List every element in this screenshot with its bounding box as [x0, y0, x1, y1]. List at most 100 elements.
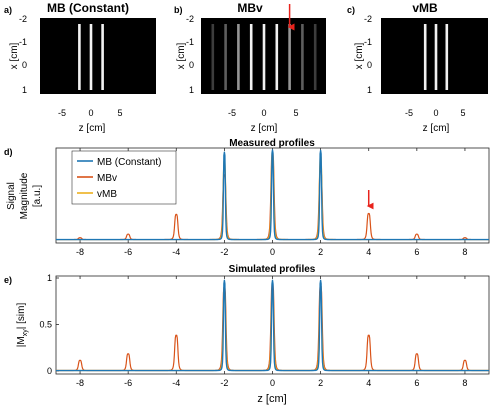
panel-label-c: c): [347, 5, 355, 15]
image-a-xtick-label: 5: [117, 108, 122, 118]
image-a-xtick-label: 0: [88, 108, 93, 118]
chart-d-series: [55, 149, 490, 241]
chart-e-ylabel-main: |M: [16, 336, 27, 347]
image-c-xlabel: z [cm]: [423, 123, 450, 134]
image-stripe: [78, 24, 81, 90]
image-c-ytick-label: 1: [367, 85, 372, 95]
image-c-xtick-label: 0: [433, 108, 438, 118]
chart-d-title: Measured profiles: [229, 138, 315, 149]
image-stripe: [288, 24, 291, 90]
image-b-xlabel: z [cm]: [251, 123, 278, 134]
legend-label-vmb: vMB: [97, 189, 117, 200]
image-a-ytick-label: -1: [19, 37, 27, 47]
xtick-label: -6: [124, 247, 132, 257]
image-stripe: [89, 24, 93, 90]
image-panel-a: a) MB (Constant) -2 -1 0 1 x [cm] -5 0 5…: [4, 1, 156, 134]
image-title-c: vMB: [412, 1, 438, 15]
image-c-ytick-label: -1: [364, 37, 372, 47]
image-b-xtick-label: -5: [228, 108, 236, 118]
image-a-xtick-label: -5: [58, 108, 66, 118]
xtick-label: -8: [76, 247, 84, 257]
image-stripe: [262, 24, 266, 90]
xtick-label: 4: [366, 378, 371, 388]
image-stripe: [224, 24, 227, 90]
image-stripe: [423, 24, 427, 90]
series-line-vmb: [55, 289, 490, 372]
xtick-label: 8: [462, 247, 467, 257]
image-c-ytick-label: -2: [364, 14, 372, 24]
image-a-ytick-label: 1: [22, 85, 27, 95]
ytick-label: 1: [47, 273, 52, 283]
image-c-stripes: [423, 24, 449, 90]
image-a-ylabel: x [cm]: [9, 42, 20, 69]
chart-d-ylabel-line2: Magnitude: [19, 172, 30, 219]
chart-e-title: Simulated profiles: [229, 264, 316, 275]
image-b-ytick-label: 1: [189, 85, 194, 95]
image-title-b: MBv: [237, 1, 263, 15]
image-panel-b: b) MBv -2 -1 0 1 x [cm] -5 0 5 z [cm]: [174, 1, 326, 134]
xtick-label: -8: [76, 378, 84, 388]
image-b-stripes: [211, 24, 317, 90]
panel-label-a: a): [4, 5, 12, 15]
image-a-background: [40, 18, 156, 94]
image-stripe: [445, 24, 449, 90]
image-stripe: [211, 24, 215, 90]
chart-measured: d) Measured profiles -8 -6 -4 -2 0 2 4 6 8 Signa…: [4, 138, 490, 257]
xtick-label: 0: [270, 247, 275, 257]
image-a-stripes: [78, 24, 104, 90]
xtick-label: -2: [220, 378, 228, 388]
image-a-ytick-label: 0: [22, 60, 27, 70]
image-c-ylabel: x [cm]: [354, 42, 365, 69]
chart-d-ylabel-line3: [a.u.]: [32, 185, 43, 207]
image-title-a: MB (Constant): [47, 1, 129, 15]
image-b-ylabel: x [cm]: [176, 42, 187, 69]
ytick-label: 0.5: [39, 320, 52, 330]
chart-e-ylabel: |Mxy| [sim]: [16, 303, 29, 348]
chart-e-xlabel: z [cm]: [257, 393, 286, 405]
xtick-label: 6: [414, 378, 419, 388]
xtick-label: -2: [220, 247, 228, 257]
image-b-ytick-label: -2: [186, 14, 194, 24]
image-panel-c: c) vMB -2 -1 0 1 x [cm] -5 0 5 z [cm]: [347, 1, 488, 134]
panel-label-e: e): [4, 275, 12, 285]
xtick-label: -4: [172, 378, 180, 388]
xtick-label: 2: [318, 247, 323, 257]
image-stripe: [249, 24, 253, 90]
chart-e-xticks: -8 -6 -4 -2 0 2 4 6 8: [76, 276, 467, 388]
chart-d-ylabel-line1: Signal: [6, 182, 17, 210]
xtick-label: 6: [414, 247, 419, 257]
image-a-xlabel: z [cm]: [79, 123, 106, 134]
chart-e-ylabel-subscript: xy: [22, 329, 29, 337]
image-b-xtick-label: 0: [261, 108, 266, 118]
xtick-label: -6: [124, 378, 132, 388]
chart-e-ylabel-suffix: | [sim]: [16, 303, 27, 330]
chart-e-series: [55, 279, 490, 372]
xtick-label: 2: [318, 378, 323, 388]
image-stripe: [313, 24, 317, 90]
image-stripe: [237, 24, 240, 90]
image-c-background: [381, 18, 488, 94]
series-line-mb-constant: [55, 149, 490, 241]
panel-label-b: b): [174, 5, 183, 15]
legend-label-mb-constant: MB (Constant): [97, 157, 161, 168]
xtick-label: 0: [270, 378, 275, 388]
chart-simulated: e) Simulated profiles 0 0.5 1 -8 -6 -4 -2 0 2 4 6…: [4, 264, 490, 405]
image-b-ytick-label: -1: [186, 37, 194, 47]
legend-box: [71, 150, 177, 205]
image-c-xtick-label: -5: [405, 108, 413, 118]
image-c-xtick-label: 5: [460, 108, 465, 118]
image-c-ytick-label: 0: [367, 60, 372, 70]
image-stripe: [275, 24, 279, 90]
image-b-xtick-label: 5: [293, 108, 298, 118]
panel-label-d: d): [4, 147, 13, 157]
chart-d-legend: MB (Constant) MBv vMB: [71, 150, 177, 205]
image-stripe: [301, 24, 304, 90]
image-stripe: [101, 24, 104, 90]
legend-label-mbv: MBv: [97, 173, 117, 184]
xtick-label: -4: [172, 247, 180, 257]
image-stripe: [434, 24, 438, 90]
xtick-label: 4: [366, 247, 371, 257]
ytick-label: 0: [47, 366, 52, 376]
series-line-mb-constant: [55, 279, 490, 372]
